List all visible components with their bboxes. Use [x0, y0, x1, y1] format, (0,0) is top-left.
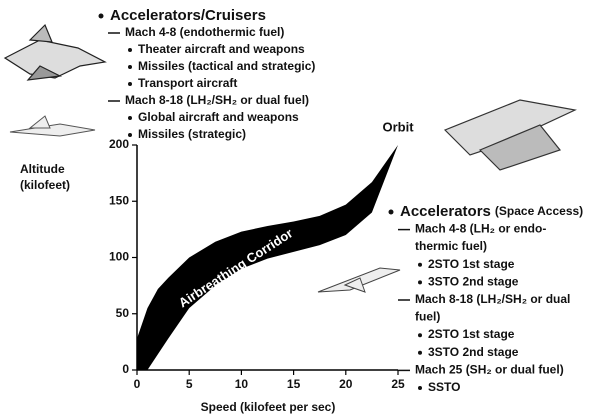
bullet: [418, 280, 422, 285]
list-text: fuel): [415, 310, 440, 324]
list-item: thermic fuel): [415, 239, 487, 253]
bullet: [128, 133, 132, 137]
list-item: Theater aircraft and weapons: [138, 42, 305, 56]
aircraft-left: [9, 115, 96, 137]
list-text: Missiles (tactical and strategic): [138, 59, 315, 73]
aircraft-right-top: [443, 99, 577, 171]
list-text: Accelerators: [400, 203, 491, 220]
x-tick-label: 5: [186, 377, 193, 391]
list-text: 2STO 1st stage: [428, 327, 515, 341]
aircraft-right-mid: [317, 267, 401, 293]
list-item: SSTO: [428, 380, 460, 394]
x-tick-label: 15: [287, 377, 301, 391]
list-item: Accelerators (Space Access): [400, 203, 583, 220]
y-axis-label: (kilofeet): [20, 178, 70, 192]
x-tick-label: 25: [391, 377, 405, 391]
list-text: 3STO 2nd stage: [428, 345, 519, 359]
bullet: [128, 82, 132, 86]
list-item: 2STO 1st stage: [428, 257, 515, 271]
x-tick-label: 10: [235, 377, 249, 391]
bullet: [128, 116, 132, 120]
y-tick-label: 50: [116, 306, 130, 320]
list-item: 3STO 2nd stage: [428, 275, 519, 289]
list-text: Mach 4-8 (LH₂ or endo-: [415, 222, 546, 236]
list-text: Transport aircraft: [138, 76, 237, 90]
bullet: [418, 386, 422, 390]
annotation: Orbit: [382, 119, 414, 134]
list-item: Mach 8-18 (LH₂/SH₂ or dual: [415, 292, 570, 306]
bullet: [98, 13, 104, 19]
bullet: [128, 65, 132, 69]
list-item: Mach 4-8 (LH₂ or endo-: [415, 222, 546, 236]
y-tick-label: 200: [109, 137, 129, 151]
bullet: [418, 333, 422, 338]
list-item: Mach 8-18 (LH₂/SH₂ or dual fuel): [125, 93, 309, 107]
list-text: 2STO 1st stage: [428, 257, 515, 271]
list-text: Mach 8-18 (LH₂/SH₂ or dual: [415, 292, 570, 306]
bullet: [418, 350, 422, 355]
list-item: fuel): [415, 310, 440, 324]
list-item: Mach 4-8 (endothermic fuel): [125, 25, 284, 39]
bullet: [128, 48, 132, 52]
list-item: Accelerators/Cruisers: [110, 7, 266, 24]
list-text: Mach 4-8 (endothermic fuel): [125, 25, 284, 39]
x-tick-label: 20: [339, 377, 353, 391]
list-item: Missiles (tactical and strategic): [138, 59, 315, 73]
x-axis-label: Speed (kilofeet per sec): [201, 400, 336, 414]
list-text: Mach 8-18 (LH₂/SH₂ or dual fuel): [125, 93, 309, 107]
list-text: SSTO: [428, 380, 460, 394]
list-text: Mach 25 (SH₂ or dual fuel): [415, 363, 564, 377]
list-item: Missiles (strategic): [138, 127, 246, 141]
list-item: Transport aircraft: [138, 76, 237, 90]
list-item: Mach 25 (SH₂ or dual fuel): [415, 363, 564, 377]
y-axis-label: Altitude: [20, 162, 65, 176]
aircraft-top-left: [3, 23, 107, 81]
y-tick-label: 150: [109, 193, 129, 207]
corridor: [137, 145, 398, 370]
y-tick-label: 0: [122, 362, 129, 376]
x-tick-label: 0: [134, 377, 141, 391]
list-text: Missiles (strategic): [138, 127, 246, 141]
list-text: Theater aircraft and weapons: [138, 42, 305, 56]
list-item: 2STO 1st stage: [428, 327, 515, 341]
y-tick-label: 100: [109, 250, 129, 264]
list-note: (Space Access): [495, 204, 583, 218]
list-text: 3STO 2nd stage: [428, 275, 519, 289]
bullet: [388, 209, 394, 215]
list-item: Global aircraft and weapons: [138, 110, 299, 124]
list-text: Accelerators/Cruisers: [110, 7, 266, 24]
list-text: Global aircraft and weapons: [138, 110, 299, 124]
bullet: [418, 262, 422, 267]
list-text: thermic fuel): [415, 239, 487, 253]
list-item: 3STO 2nd stage: [428, 345, 519, 359]
